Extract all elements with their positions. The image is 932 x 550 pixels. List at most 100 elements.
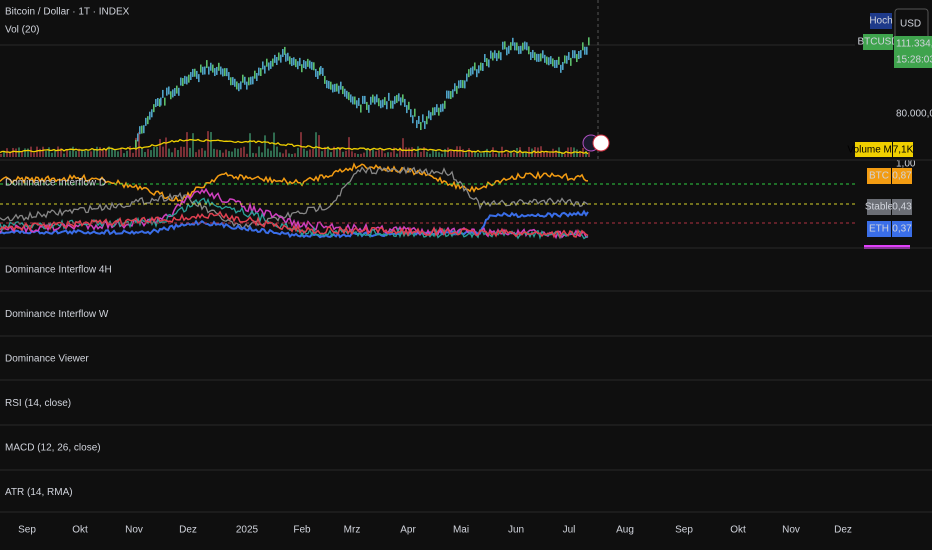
volume-bar <box>123 153 125 157</box>
candle <box>372 94 374 103</box>
pane-title[interactable]: Dominance Viewer <box>5 354 89 365</box>
volume-bar <box>192 133 194 157</box>
candle <box>404 98 406 107</box>
candle <box>434 107 436 116</box>
time-axis: Sep Okt Nov Dez 2025 Feb Mrz Apr Mai Jun Jul Aug Sep… <box>18 525 852 536</box>
volume-bar <box>12 147 14 157</box>
indicator-title[interactable]: Dominance Interflow D <box>5 178 106 189</box>
volume-bar <box>60 148 62 157</box>
volume-bar <box>297 147 299 157</box>
plot-line <box>0 197 589 240</box>
candle <box>151 109 153 118</box>
time-label: Nov <box>125 525 143 536</box>
volume-bar <box>252 152 254 157</box>
volume-bar <box>423 147 425 157</box>
volume-bar <box>504 153 506 157</box>
volume-bar <box>588 152 590 157</box>
volume-bar <box>249 133 251 157</box>
candle <box>508 45 510 54</box>
candle <box>548 57 550 66</box>
volume-bar <box>126 150 128 157</box>
volume-bar <box>9 151 11 157</box>
volume-bar <box>30 146 32 157</box>
volume-bar <box>42 146 44 157</box>
candle <box>480 62 482 71</box>
candle <box>412 115 414 124</box>
candle <box>416 120 418 129</box>
volume-bar <box>381 148 383 157</box>
tag <box>870 13 892 29</box>
candle <box>184 75 186 84</box>
price-tag <box>894 36 932 68</box>
volume-bar <box>579 150 581 157</box>
pane-title[interactable]: Dominance Interflow 4H <box>5 265 112 276</box>
candle <box>376 94 378 103</box>
pane-title[interactable]: ATR (14, RMA) <box>5 487 73 498</box>
volume-bar <box>336 148 338 157</box>
pane-title[interactable]: RSI (14, close) <box>5 398 71 409</box>
volume-bar <box>216 149 218 157</box>
volume-bar <box>144 152 146 157</box>
candle <box>410 109 412 118</box>
volume-bar <box>357 153 359 157</box>
currency[interactable]: USD <box>900 19 921 30</box>
candle <box>299 57 301 66</box>
candle <box>492 52 494 61</box>
event-icon[interactable] <box>592 134 610 152</box>
candle <box>456 85 458 94</box>
candle <box>402 94 404 103</box>
candle <box>432 107 434 116</box>
candle <box>518 46 520 55</box>
candle <box>490 50 492 59</box>
volume-bar <box>417 146 419 157</box>
volume-bar <box>114 149 116 157</box>
candle <box>532 49 534 58</box>
candle <box>159 98 161 107</box>
candle <box>450 91 452 100</box>
volume-bar <box>66 149 68 157</box>
volume-bar <box>393 147 395 157</box>
candle <box>542 50 544 59</box>
volume-bar <box>288 153 290 157</box>
volume-bar <box>468 148 470 157</box>
candle <box>149 111 151 120</box>
volume-bar <box>405 147 407 157</box>
candle <box>428 110 430 119</box>
candle <box>422 114 424 123</box>
volume-bar <box>171 152 173 157</box>
symbol-tag: BTCUSD <box>857 37 898 48</box>
candle <box>348 92 350 101</box>
plot-line <box>0 210 589 239</box>
candle <box>222 68 224 77</box>
volume-bar <box>150 150 152 157</box>
pane-title[interactable]: MACD (12, 26, close) <box>5 443 101 454</box>
volume-bar <box>285 149 287 157</box>
candle <box>147 116 149 125</box>
symbol-title[interactable]: Bitcoin / Dollar · 1T · INDEX <box>5 7 130 18</box>
candle <box>546 56 548 65</box>
candle <box>270 60 272 69</box>
candle <box>526 42 528 51</box>
time-label: Sep <box>18 525 36 536</box>
volume-bar <box>513 152 515 157</box>
time-label: Mrz <box>344 525 361 536</box>
volume-bar <box>432 149 434 157</box>
volume-bar <box>363 152 365 157</box>
candle <box>272 58 274 67</box>
volume-bar <box>426 151 428 157</box>
candle <box>153 104 155 113</box>
volume-bar <box>555 150 557 157</box>
candle <box>556 59 558 68</box>
volume-bar <box>63 153 65 157</box>
candle <box>484 54 486 63</box>
candle <box>502 41 504 50</box>
volume-bar <box>519 147 521 157</box>
indicator-title[interactable]: Vol (20) <box>5 25 39 36</box>
candle <box>182 78 184 87</box>
candle <box>234 78 236 87</box>
candle <box>252 76 254 85</box>
volume-bar <box>264 135 266 157</box>
candle <box>210 62 212 71</box>
volume-bar <box>414 152 416 157</box>
pane-title[interactable]: Dominance Interflow W <box>5 309 109 320</box>
